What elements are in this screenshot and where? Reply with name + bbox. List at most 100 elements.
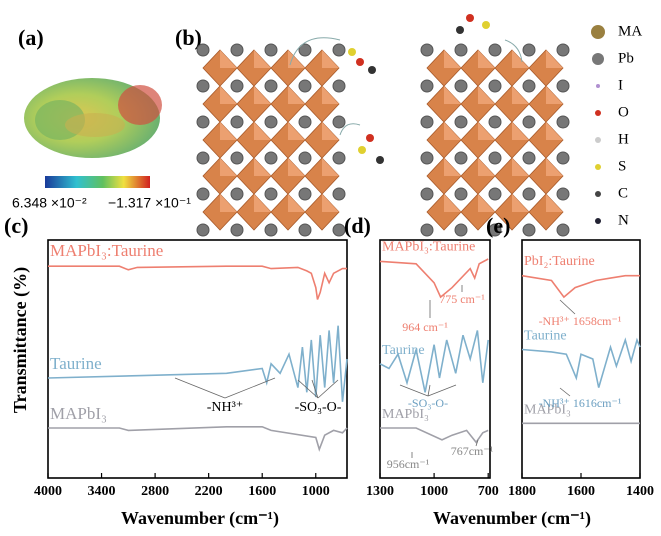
ma-site bbox=[488, 79, 502, 93]
ma-site bbox=[488, 187, 502, 201]
x-tick-label: 2800 bbox=[141, 484, 169, 499]
ma-site bbox=[420, 79, 434, 93]
ma-site bbox=[420, 151, 434, 165]
series-label: Taurine bbox=[524, 329, 567, 344]
annotation-line bbox=[399, 384, 429, 397]
series-label: MAPbI₃:Taurine bbox=[50, 241, 163, 260]
x-tick-label: 1300 bbox=[366, 484, 394, 499]
octahedron-face bbox=[512, 122, 529, 140]
ma-site bbox=[556, 115, 570, 129]
x-tick-label: 1600 bbox=[567, 484, 595, 499]
ma-site bbox=[230, 223, 244, 237]
annotation-line bbox=[297, 379, 319, 399]
octahedron-face bbox=[220, 122, 237, 140]
octahedron-face bbox=[546, 158, 563, 176]
arrow bbox=[339, 123, 361, 136]
ma-site bbox=[556, 151, 570, 165]
molecule-atom bbox=[466, 14, 474, 22]
x-tick-label: 1000 bbox=[302, 484, 330, 499]
molecule-atom bbox=[482, 21, 490, 29]
ma-site bbox=[196, 187, 210, 201]
octahedron-face bbox=[512, 194, 529, 212]
ma-site bbox=[230, 79, 244, 93]
annotation: 956cm⁻¹ bbox=[387, 457, 430, 471]
molecule-atom bbox=[456, 26, 464, 34]
spectrum-line bbox=[380, 427, 489, 444]
panel-label: (d) bbox=[344, 213, 371, 238]
ma-site bbox=[488, 115, 502, 129]
spectrum-line bbox=[48, 265, 347, 300]
legend-label: Pb bbox=[618, 50, 634, 66]
panel-label: (c) bbox=[4, 213, 28, 238]
arrow bbox=[504, 39, 523, 63]
plot-frame bbox=[379, 239, 491, 479]
scale-max: −1.317 ×10⁻¹ bbox=[108, 195, 191, 211]
ma-site bbox=[298, 43, 312, 57]
annotation-line bbox=[224, 377, 276, 399]
ma-site bbox=[264, 187, 278, 201]
molecule-atom bbox=[348, 48, 356, 56]
ma-site bbox=[196, 79, 210, 93]
legend-swatch bbox=[592, 53, 604, 65]
scale-min: 6.348 ×10⁻² bbox=[12, 195, 87, 211]
legend-swatch bbox=[595, 191, 601, 197]
ma-site bbox=[332, 79, 346, 93]
annotation-line bbox=[311, 379, 319, 399]
x-tick-label: 1800 bbox=[508, 484, 536, 499]
spectrum-line bbox=[379, 330, 489, 393]
x-tick-label: 1000 bbox=[420, 484, 448, 499]
octahedron-face bbox=[322, 86, 339, 104]
octahedron-face bbox=[322, 50, 339, 68]
ma-site bbox=[522, 187, 536, 201]
ma-site bbox=[420, 187, 434, 201]
crystal-structure bbox=[196, 14, 570, 237]
ma-site bbox=[522, 151, 536, 165]
octahedron-face bbox=[254, 194, 271, 212]
ma-site bbox=[420, 43, 434, 57]
octahedron-face bbox=[288, 122, 305, 140]
annotation: -NH³⁺ 1616cm⁻¹ bbox=[539, 396, 622, 410]
ma-site bbox=[488, 223, 502, 237]
octahedron-face bbox=[478, 158, 495, 176]
ma-site bbox=[332, 115, 346, 129]
octahedron-face bbox=[220, 158, 237, 176]
legend-label: S bbox=[618, 158, 626, 174]
legend-swatch bbox=[595, 137, 601, 143]
octahedron-face bbox=[546, 86, 563, 104]
octahedron-face bbox=[322, 194, 339, 212]
ma-site bbox=[298, 151, 312, 165]
ma-site bbox=[264, 223, 278, 237]
legend-label: N bbox=[618, 212, 629, 228]
x-tick-label: 700 bbox=[478, 484, 499, 499]
panel-label: (b) bbox=[175, 25, 202, 50]
color-scale bbox=[45, 176, 150, 188]
octahedron-face bbox=[444, 158, 461, 176]
octahedron-face bbox=[444, 86, 461, 104]
octahedron-face bbox=[288, 194, 305, 212]
x-axis-label: Wavenumber (cm⁻¹) bbox=[121, 508, 279, 529]
octahedron-face bbox=[444, 122, 461, 140]
annotation: -SO₃-O- bbox=[408, 396, 448, 410]
ma-site bbox=[556, 187, 570, 201]
spectrum-line bbox=[379, 258, 489, 299]
series-label: MAPbI₃ bbox=[524, 402, 571, 417]
panel-label: (a) bbox=[18, 25, 44, 50]
x-axis-label: Wavenumber (cm⁻¹) bbox=[433, 508, 591, 529]
octahedron-face bbox=[254, 86, 271, 104]
series-label: Taurine bbox=[382, 343, 425, 358]
spectrum-line bbox=[521, 337, 641, 388]
ma-site bbox=[264, 79, 278, 93]
ma-site bbox=[420, 115, 434, 129]
ma-site bbox=[556, 223, 570, 237]
octahedron-face bbox=[546, 194, 563, 212]
ma-site bbox=[454, 151, 468, 165]
ma-site bbox=[332, 187, 346, 201]
legend-label: I bbox=[618, 77, 623, 93]
octahedron-face bbox=[512, 86, 529, 104]
spectra: (c) 4000 3400 2800 2200 1600 1000 MAPbI₃:Taurin… bbox=[4, 213, 654, 529]
x-tick-label: 3400 bbox=[88, 484, 116, 499]
ma-site bbox=[264, 151, 278, 165]
legend-swatch bbox=[591, 25, 605, 39]
series-label: Taurine bbox=[50, 354, 102, 373]
octahedron-face bbox=[478, 122, 495, 140]
